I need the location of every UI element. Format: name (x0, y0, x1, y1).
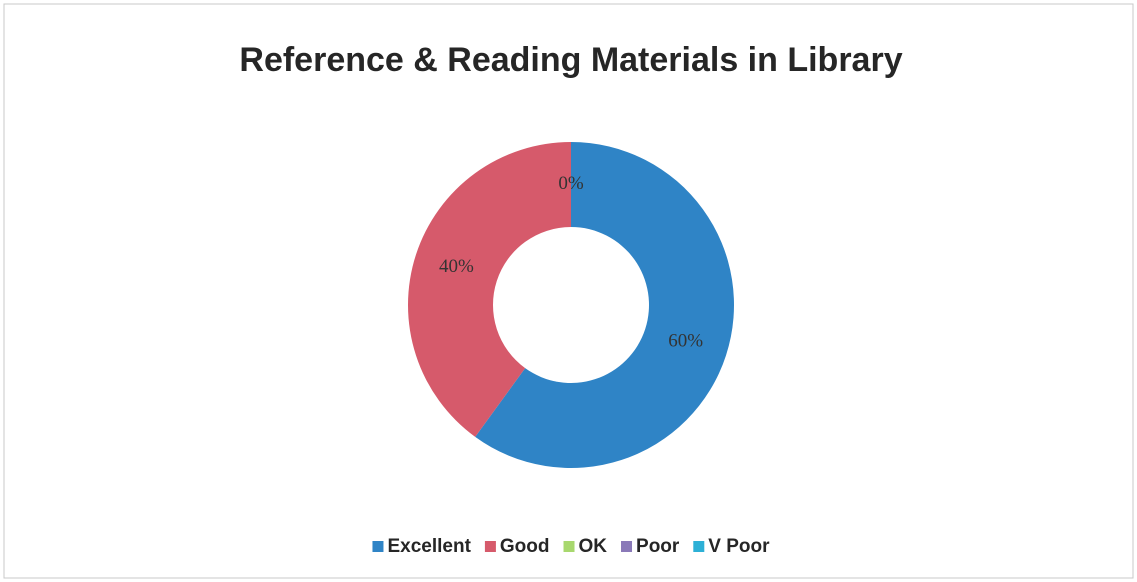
data-label: 60% (668, 331, 703, 352)
donut-slice (407, 142, 571, 437)
legend-label: OK (579, 536, 608, 557)
legend-swatch (693, 541, 705, 552)
donut-slice (475, 142, 734, 468)
data-label: 0% (558, 173, 584, 194)
legend-swatch (484, 541, 496, 552)
data-label: 40% (439, 256, 474, 277)
legend-label: Poor (636, 536, 680, 557)
legend-label: V Poor (708, 536, 770, 557)
legend-swatch (372, 541, 384, 552)
legend-label: Good (500, 536, 550, 557)
legend-label: Excellent (387, 536, 471, 557)
chart-border (3, 3, 1134, 579)
legend-swatch (621, 541, 633, 552)
legend-swatch (563, 541, 575, 552)
chart-title: Reference & Reading Materials in Library (239, 41, 902, 79)
